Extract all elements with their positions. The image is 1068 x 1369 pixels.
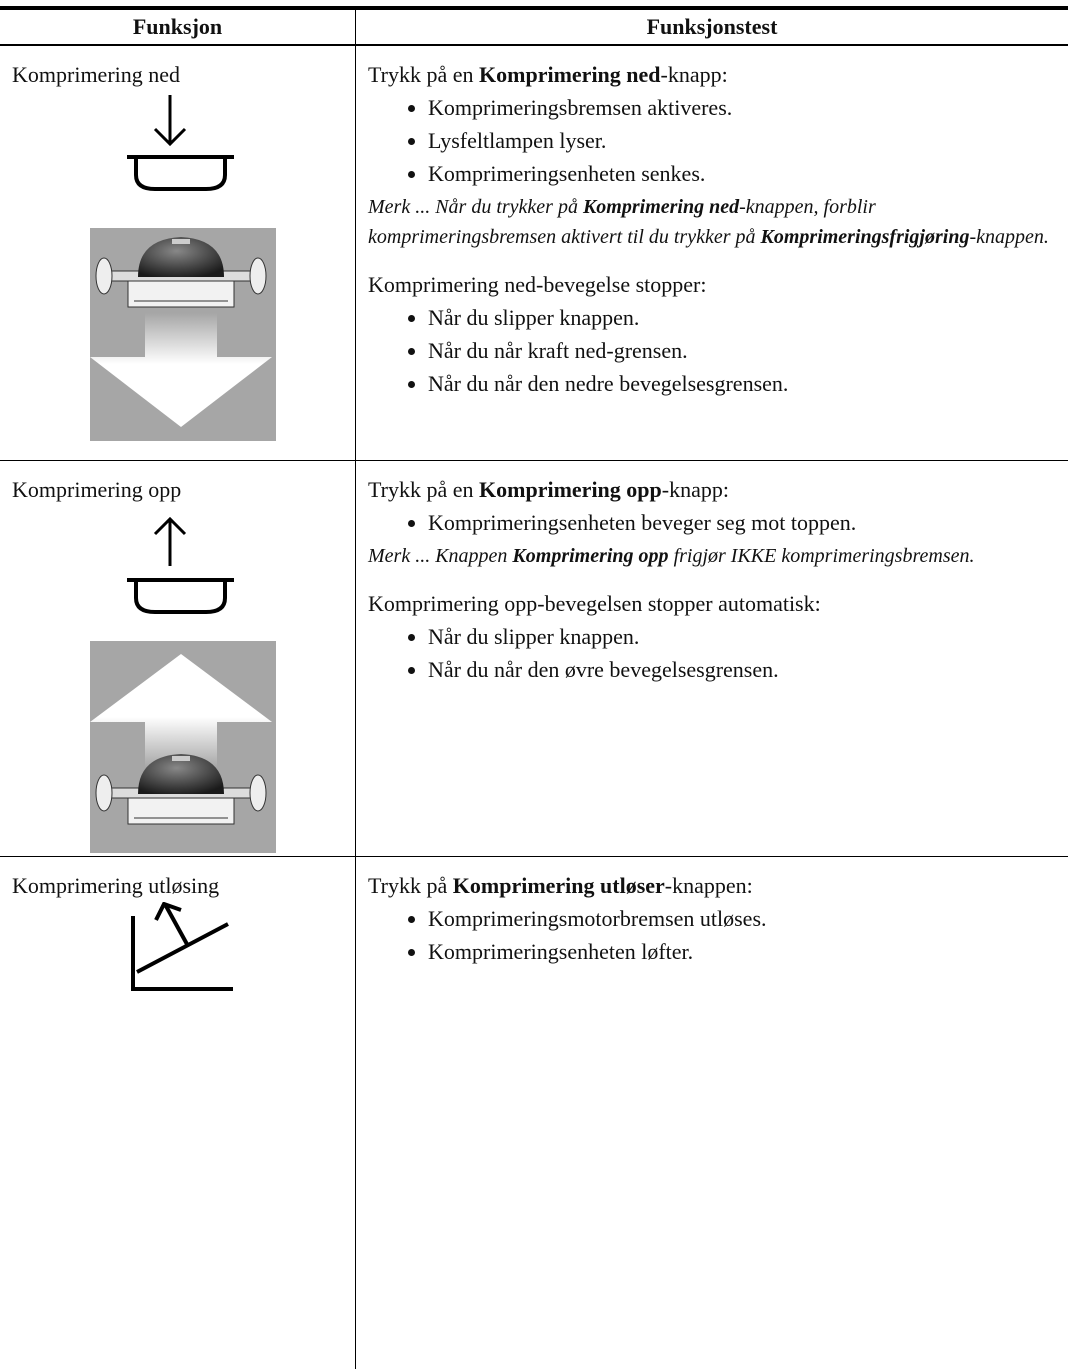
bullet-list: Komprimeringsmotorbremsen utløses.Kompri… bbox=[368, 902, 1056, 968]
table-row: Komprimering opp bbox=[0, 461, 1068, 857]
note: Merk ... Knappen Komprimering opp frigjø… bbox=[368, 541, 1056, 571]
compression-release-icon bbox=[0, 902, 340, 1002]
function-label: Komprimering utløsing bbox=[12, 869, 343, 902]
text-run: Trykk på en bbox=[368, 477, 479, 502]
bullet-item: Når du slipper knappen. bbox=[428, 301, 1056, 334]
paragraph: Komprimering ned-bevegelse stopper: bbox=[368, 268, 1056, 301]
bullet-list: Komprimeringsbremsen aktiveres.Lysfeltla… bbox=[368, 91, 1056, 190]
bullet-item: Når du slipper knappen. bbox=[428, 620, 1056, 653]
text-run: -knapp: bbox=[661, 62, 728, 87]
function-label: Komprimering opp bbox=[12, 473, 343, 506]
text-run: Trykk på bbox=[368, 873, 453, 898]
header-cell: Funksjonstest bbox=[356, 8, 1068, 45]
text-run: frigjør IKKE komprimeringsbremsen. bbox=[669, 545, 975, 567]
bullet-item: Når du når den øvre bevegelsesgrensen. bbox=[428, 653, 1056, 686]
bullet-item: Komprimeringsenheten beveger seg mot top… bbox=[428, 506, 1056, 539]
function-table: Funksjon Funksjonstest Komprimering ned bbox=[0, 6, 1068, 1369]
text-run: Merk ... Knappen bbox=[368, 545, 512, 567]
paragraph: Trykk på en Komprimering opp-knapp: bbox=[368, 473, 1056, 506]
bullet-item: Lysfeltlampen lyser. bbox=[428, 124, 1056, 157]
text-run: Komprimering ned bbox=[479, 62, 661, 87]
text-run: Komprimering opp bbox=[512, 545, 668, 567]
text-run: Komprimering utløser bbox=[453, 873, 665, 898]
bullet-list: Når du slipper knappen.Når du når kraft … bbox=[368, 301, 1056, 400]
function-cell: Komprimering ned bbox=[0, 45, 356, 461]
text-run: Trykk på en bbox=[368, 62, 479, 87]
table-row: Komprimering utløsing Trykk på Komprimer… bbox=[0, 857, 1068, 1369]
function-cell: Komprimering utløsing bbox=[0, 857, 356, 1369]
bullet-item: Når du når kraft ned-grensen. bbox=[428, 334, 1056, 367]
text-run: -knapp: bbox=[662, 477, 729, 502]
function-cell: Komprimering opp bbox=[0, 461, 356, 857]
text-run: Merk ... Når du trykker på bbox=[368, 196, 583, 218]
text-run: Komprimering opp-bevegelsen stopper auto… bbox=[368, 591, 821, 616]
text-run: Komprimering ned bbox=[583, 196, 739, 218]
text-run: Komprimering ned-bevegelse stopper: bbox=[368, 272, 706, 297]
compression-down-icon bbox=[0, 91, 340, 443]
bullet-item: Komprimeringsenheten løfter. bbox=[428, 935, 1056, 968]
compression-up-icon bbox=[0, 506, 340, 856]
paragraph: Trykk på en Komprimering ned-knapp: bbox=[368, 58, 1056, 91]
paragraph: Komprimering opp-bevegelsen stopper auto… bbox=[368, 587, 1056, 620]
text-run: -knappen. bbox=[969, 226, 1048, 248]
table-row: Komprimering ned bbox=[0, 45, 1068, 461]
paragraph: Trykk på Komprimering utløser-knappen: bbox=[368, 869, 1056, 902]
function-label: Komprimering ned bbox=[12, 58, 343, 91]
note: Merk ... Når du trykker på Komprimering … bbox=[368, 192, 1056, 252]
bullet-item: Komprimeringsbremsen aktiveres. bbox=[428, 91, 1056, 124]
test-cell: Trykk på Komprimering utløser-knappen:Ko… bbox=[356, 857, 1068, 1369]
bullet-item: Komprimeringsenheten senkes. bbox=[428, 157, 1056, 190]
bullet-item: Når du når den nedre bevegelsesgrensen. bbox=[428, 367, 1056, 400]
page: {"table": { "headers": ["Funksjon", "Fun… bbox=[0, 0, 1068, 1207]
bullet-list: Komprimeringsenheten beveger seg mot top… bbox=[368, 506, 1056, 539]
header-cell: Funksjon bbox=[0, 8, 356, 45]
bullet-item: Komprimeringsmotorbremsen utløses. bbox=[428, 902, 1056, 935]
text-run: Komprimering opp bbox=[479, 477, 662, 502]
test-cell: Trykk på en Komprimering opp-knapp:Kompr… bbox=[356, 461, 1068, 857]
bullet-list: Når du slipper knappen.Når du når den øv… bbox=[368, 620, 1056, 686]
text-run: Komprimeringsfrigjøring bbox=[761, 226, 970, 248]
text-run: -knappen: bbox=[665, 873, 753, 898]
test-cell: Trykk på en Komprimering ned-knapp:Kompr… bbox=[356, 45, 1068, 461]
header-row: Funksjon Funksjonstest bbox=[0, 8, 1068, 45]
